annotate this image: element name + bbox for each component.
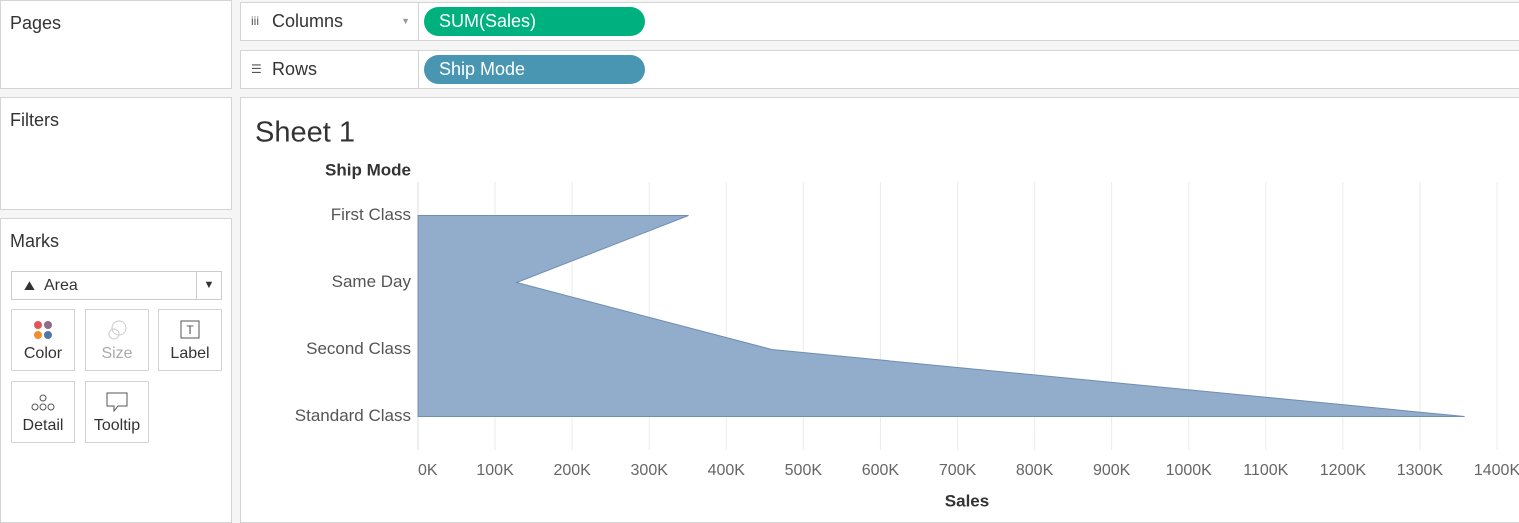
x-tick-label: 1000K: [1166, 462, 1213, 479]
marks-panel: Marks ⛰ Area ▼ Color Size T Label Detail T…: [0, 218, 232, 523]
svg-text:T: T: [186, 323, 194, 337]
x-tick-label: 500K: [785, 462, 823, 479]
x-tick-label: 300K: [631, 462, 669, 479]
panel-title: Marks: [10, 231, 59, 251]
button-label: Detail: [22, 417, 64, 434]
y-tick-label: Second Class: [306, 339, 411, 358]
pill[interactable]: SUM(Sales): [424, 7, 645, 36]
y-tick-label: Standard Class: [295, 406, 411, 425]
filters-panel: Filters: [0, 97, 232, 210]
x-tick-label: 200K: [553, 462, 591, 479]
y-axis-title: Ship Mode: [325, 160, 411, 179]
mark-type: Area: [44, 277, 78, 294]
color-button[interactable]: Color: [11, 309, 75, 371]
x-tick-label: 1300K: [1397, 462, 1444, 479]
x-tick-label: 1100K: [1243, 462, 1288, 479]
rows-shelf: ☰ Rows Ship Mode: [240, 50, 1519, 89]
x-tick-label: 700K: [939, 462, 977, 479]
shelf-label-text: Rows: [272, 59, 318, 79]
button-label: Tooltip: [93, 417, 141, 434]
sheet-title: Sheet 1: [255, 117, 355, 149]
x-tick-label: 1200K: [1320, 462, 1367, 479]
shelf-label-text: Columns: [272, 11, 344, 31]
tooltip-button[interactable]: Tooltip: [85, 381, 149, 443]
label-button[interactable]: T Label: [158, 309, 222, 371]
size-button[interactable]: Size: [85, 309, 149, 371]
x-tick-label: 400K: [708, 462, 746, 479]
pill[interactable]: Ship Mode: [424, 55, 645, 84]
detail-button[interactable]: Detail: [11, 381, 75, 443]
button-label: Label: [170, 345, 210, 362]
y-tick-label: First Class: [331, 205, 411, 224]
x-axis-title: Sales: [945, 491, 989, 510]
columns-shelf: iii Columns ▼ SUM(Sales): [240, 2, 1519, 41]
x-tick-label: 1400K: [1474, 462, 1519, 479]
panel-title: Pages: [10, 13, 62, 33]
x-tick-label: 100K: [476, 462, 514, 479]
x-tick-label: 900K: [1093, 462, 1131, 479]
button-label: Size: [101, 345, 133, 362]
x-tick-label: 0K: [418, 462, 438, 479]
area: [417, 215, 1465, 417]
shelf-label: ☰ Rows: [241, 51, 419, 88]
shelf-label: iii Columns ▼: [241, 3, 419, 40]
mark-type-dropdown[interactable]: ⛰ Area ▼: [11, 271, 222, 300]
panel-title: Filters: [10, 110, 59, 130]
x-tick-label: 600K: [862, 462, 900, 479]
pages-panel: Pages: [0, 0, 232, 89]
x-tick-label: 800K: [1016, 462, 1054, 479]
button-label: Color: [23, 345, 63, 362]
y-tick-label: Same Day: [332, 272, 412, 291]
